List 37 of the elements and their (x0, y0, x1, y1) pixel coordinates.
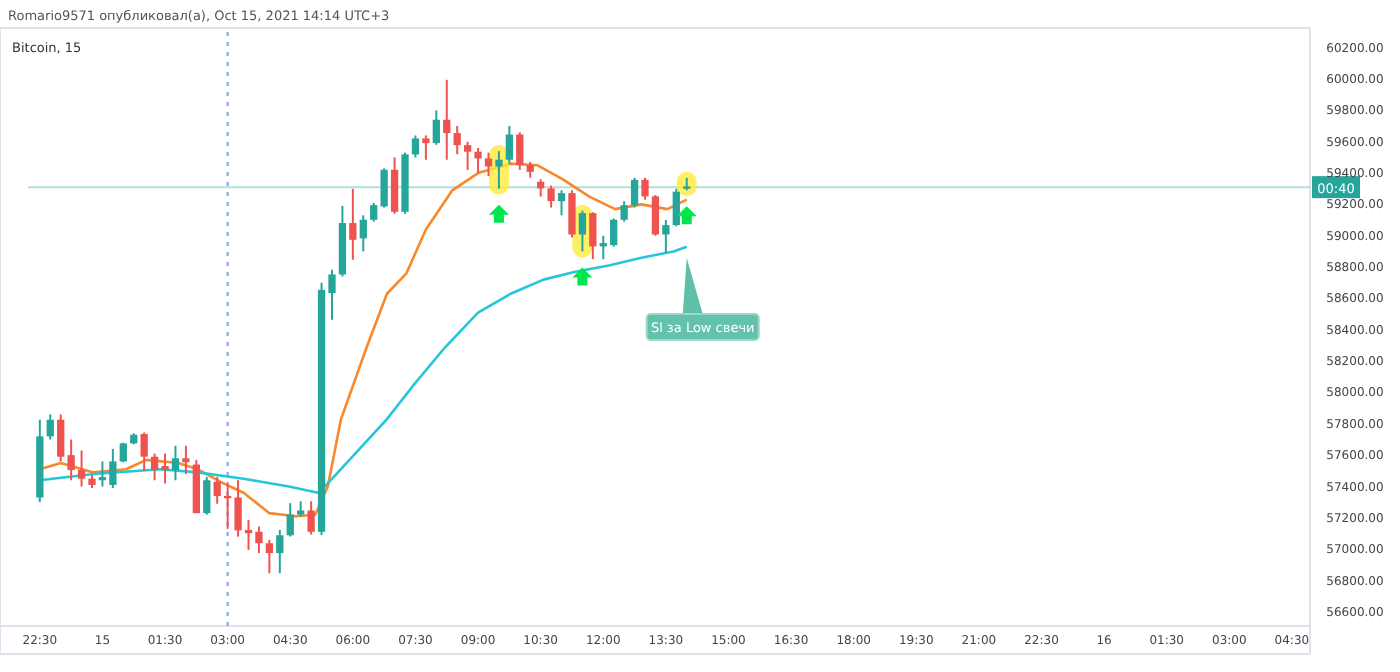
candlestick (620, 200, 628, 223)
candlestick (213, 476, 221, 505)
candlestick (140, 431, 148, 472)
candlestick (453, 125, 461, 156)
candlestick (432, 109, 440, 146)
candlestick (359, 214, 367, 253)
candlestick (495, 150, 503, 190)
candlestick (463, 140, 472, 171)
candlestick (422, 134, 430, 161)
candlestick (568, 189, 576, 239)
candlestick (630, 176, 639, 209)
candlestick (505, 125, 514, 165)
candlestick (307, 500, 315, 536)
candlestick (276, 528, 284, 575)
candlestick (672, 187, 680, 228)
candlestick (474, 146, 482, 175)
candlestick (46, 413, 54, 441)
candlestick (443, 78, 451, 161)
candlestick (516, 131, 524, 171)
candlestick (547, 184, 555, 209)
candlestick (484, 151, 493, 178)
candlestick (182, 444, 190, 475)
candlestick (557, 189, 566, 217)
candlestick (411, 134, 420, 159)
candlestick (662, 219, 670, 255)
candlestick (589, 211, 597, 261)
candlestick (641, 176, 649, 201)
candlestick (286, 502, 294, 538)
candlestick (651, 194, 660, 237)
candlestick (77, 449, 86, 488)
candlestick (171, 444, 180, 482)
candlestick (390, 156, 399, 215)
candlestick (578, 209, 587, 253)
line-series (38, 245, 689, 495)
candlestick (265, 538, 274, 575)
candlestick (349, 187, 357, 261)
candlestick (203, 476, 211, 516)
